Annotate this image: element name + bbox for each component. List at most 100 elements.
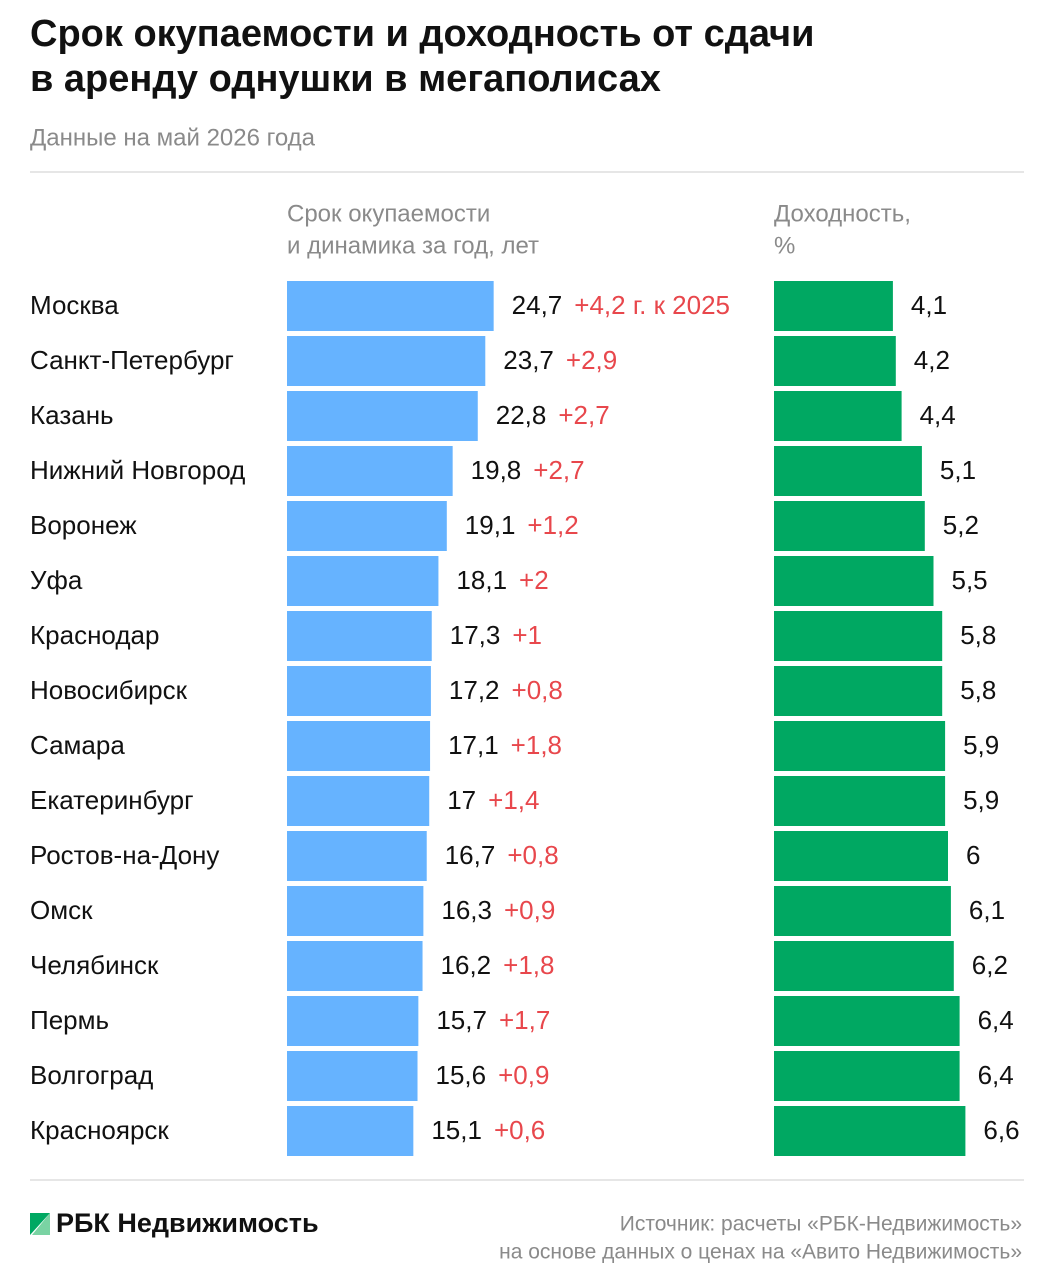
value-label: 15,6 [436,1060,487,1090]
change-label: +0,9 [498,1060,549,1090]
bar [774,611,943,661]
bar [287,776,430,826]
bar [287,556,439,606]
bar [774,556,934,606]
value-label: 6,2 [972,950,1008,980]
bar [287,831,427,881]
value-label: 16,7 [445,840,496,870]
bar [287,281,494,331]
value-label: 5,8 [960,620,996,650]
logo-icon [30,1213,50,1235]
value-label: 17,3 [450,620,501,650]
value-label: 4,4 [920,400,956,430]
value-label: 6,4 [978,1005,1014,1035]
bar [287,886,424,936]
bar [287,446,453,496]
change-label: +1,2 [527,510,578,540]
bar [774,1106,966,1156]
category-label: Воронеж [30,510,137,540]
bar [287,1106,414,1156]
change-label: +2,7 [533,455,584,485]
source: Источник: расчеты «РБК-Недвижимость» [620,1213,1022,1236]
value-label: 16,2 [441,950,492,980]
bar [774,281,893,331]
change-label: +0,9 [504,895,555,925]
value-label: 24,7 [512,290,563,320]
bar [774,721,946,771]
change-label: +1 [512,620,542,650]
column-header: % [774,232,795,259]
change-label: +2 [519,565,549,595]
bar [287,1051,418,1101]
value-label: 22,8 [496,400,547,430]
category-label: Красноярск [30,1115,169,1145]
category-label: Самара [30,730,125,760]
bar [774,336,896,386]
bar [774,446,922,496]
bar [287,336,486,386]
category-label: Москва [30,290,119,320]
value-label: 16,3 [441,895,492,925]
value-label: 15,7 [436,1005,487,1035]
value-label: 4,2 [914,345,950,375]
change-label: +1,8 [511,730,562,760]
bar [287,941,423,991]
category-label: Новосибирск [30,675,188,705]
value-label: 6 [966,840,980,870]
value-label: 5,8 [960,675,996,705]
bar [774,666,943,716]
value-label: 5,9 [963,730,999,760]
value-label: 4,1 [911,290,947,320]
bar [774,776,946,826]
change-label: +1,7 [499,1005,550,1035]
category-label: Волгоград [30,1060,153,1090]
change-label: +1,4 [488,785,539,815]
bar [774,941,954,991]
value-label: 19,8 [471,455,522,485]
category-label: Екатеринбург [30,785,194,815]
change-label: +4,2 г. к 2025 [574,290,730,320]
value-label: 6,6 [983,1115,1019,1145]
category-label: Челябинск [30,950,159,980]
column-header: и динамика за год, лет [287,232,539,259]
change-label: +0,8 [512,675,563,705]
value-label: 5,9 [963,785,999,815]
category-label: Нижний Новгород [30,455,245,485]
change-label: +0,6 [494,1115,545,1145]
column-header: Срок окупаемости [287,200,490,227]
column-header: Доходность, [774,200,911,227]
category-label: Уфа [30,565,83,595]
value-label: 17,1 [448,730,499,760]
category-label: Пермь [30,1005,109,1035]
value-label: 18,1 [456,565,507,595]
change-label: +1,8 [503,950,554,980]
title: в аренду однушки в мегаполисах [30,58,661,100]
value-label: 17,2 [449,675,500,705]
category-label: Ростов-на-Дону [30,840,219,870]
change-label: +0,8 [507,840,558,870]
bar [774,996,960,1046]
value-label: 5,5 [952,565,988,595]
category-label: Казань [30,400,114,430]
logo-icon [32,1213,50,1235]
logo: РБК Недвижимость [56,1208,319,1238]
bar [287,611,432,661]
subtitle: Данные на май 2026 года [30,124,316,151]
title: Срок окупаемости и доходность от сдачи [30,13,814,55]
value-label: 17 [447,785,476,815]
change-label: +2,9 [566,345,617,375]
change-label: +2,7 [558,400,609,430]
value-label: 23,7 [503,345,554,375]
value-label: 15,1 [431,1115,482,1145]
bar [774,831,948,881]
category-label: Краснодар [30,620,159,650]
bar [774,501,925,551]
value-label: 6,1 [969,895,1005,925]
value-label: 6,4 [978,1060,1014,1090]
bar [287,996,419,1046]
value-label: 5,1 [940,455,976,485]
category-label: Омск [30,895,93,925]
source: на основе данных о ценах на «Авито Недви… [499,1241,1022,1264]
bar [287,391,478,441]
